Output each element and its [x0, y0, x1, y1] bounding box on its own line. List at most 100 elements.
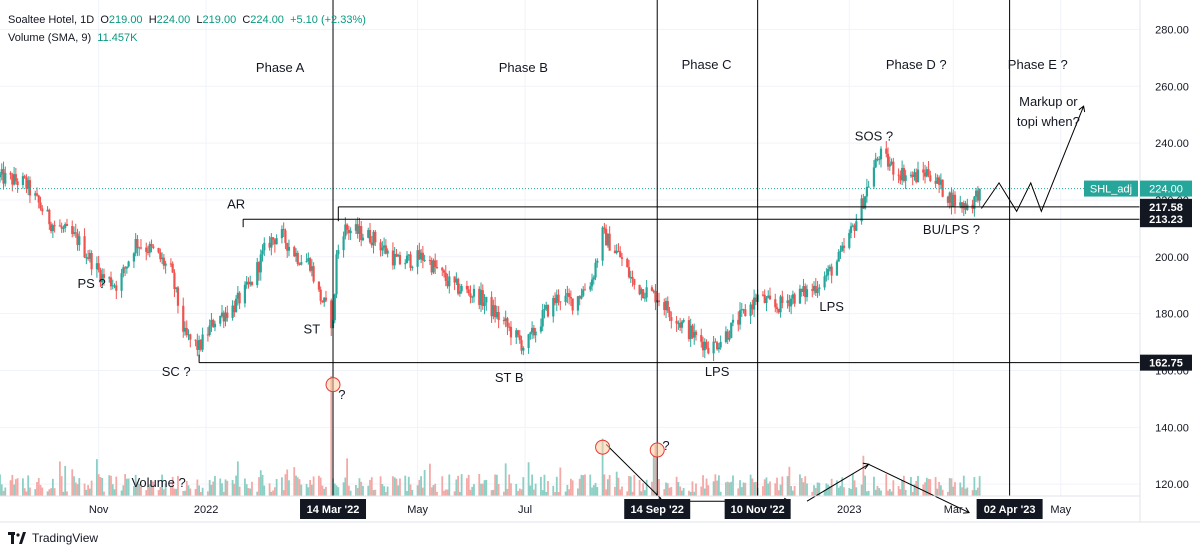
volume-bar [251, 481, 253, 496]
volume-bar [41, 487, 44, 496]
candle-body [296, 252, 299, 264]
volume-bar [566, 484, 569, 496]
candle-body [855, 221, 858, 231]
candle-body [434, 260, 437, 268]
volume-bar [975, 490, 978, 496]
volume-bar [29, 487, 31, 496]
candle-body [915, 172, 918, 183]
candle-body [83, 236, 86, 258]
volume-bar [680, 490, 683, 496]
candle-body [361, 237, 365, 241]
candle-body [442, 270, 446, 273]
volume-bar [284, 474, 287, 496]
candle-body [814, 285, 817, 293]
volume-bar [455, 479, 458, 496]
tradingview-logo-icon [8, 532, 26, 544]
candle-body [730, 322, 733, 338]
volume-bar [594, 482, 597, 496]
volume-bar [97, 474, 100, 496]
volume-bar [125, 478, 128, 496]
candle-body [90, 253, 93, 270]
candle-body [298, 263, 301, 265]
candle-body [642, 289, 645, 299]
chart-annotation: Phase C [682, 57, 732, 72]
candle-body [638, 284, 641, 295]
candle-body [157, 247, 160, 253]
candle-body [749, 304, 752, 316]
candle-body [243, 284, 247, 304]
volume-bar [591, 487, 593, 496]
candle-body [467, 289, 470, 294]
candle-body [936, 177, 939, 184]
candle-body [323, 297, 326, 303]
volume-bar [862, 455, 865, 496]
volume-bar [531, 474, 534, 496]
volume-bar [677, 481, 680, 496]
volume-bar [848, 488, 851, 496]
volume-bar [88, 488, 91, 496]
candle-body [74, 232, 77, 234]
volume-bar [837, 487, 840, 496]
volume-bar [446, 489, 449, 496]
volume-bar [582, 475, 585, 496]
candle-body [731, 319, 735, 323]
x-tick-label: 2023 [837, 504, 861, 516]
volume-bar [460, 474, 463, 496]
volume-bar [184, 490, 186, 496]
volume-bar [569, 478, 572, 496]
tradingview-branding[interactable]: TradingView [8, 527, 98, 549]
volume-bar [0, 484, 3, 496]
candle-body [418, 250, 421, 260]
volume-bar [605, 489, 608, 496]
candle-body [23, 176, 26, 178]
volume-bar [261, 474, 264, 496]
volume-bar [122, 485, 125, 496]
volume-bar [707, 485, 710, 496]
price-level-label-bg [1140, 354, 1192, 371]
candle-body [136, 238, 139, 249]
volume-bar [568, 489, 571, 496]
candle-body [839, 250, 842, 252]
candle-body [804, 286, 807, 298]
volume-bar [185, 480, 188, 496]
candle-body [816, 289, 819, 293]
candle-body [391, 250, 395, 266]
candle-body [976, 190, 979, 201]
volume-bar [244, 478, 246, 496]
volume-bar [614, 486, 616, 496]
volume-bar [601, 438, 604, 496]
volume-bar [776, 477, 778, 496]
volume-bar [37, 478, 40, 496]
volume-bar [344, 477, 347, 496]
candle-body [909, 174, 913, 176]
candle-body [309, 258, 312, 271]
candle-body [41, 208, 44, 212]
volume-bar [111, 484, 114, 496]
candle-body [960, 202, 964, 209]
volume-bar [448, 474, 451, 496]
volume-bar [962, 475, 965, 496]
symbol-label[interactable]: Soaltee Hotel, 1D [8, 14, 95, 26]
candle-body [358, 226, 361, 234]
volume-bar [910, 477, 912, 496]
volume-bar [506, 488, 509, 496]
volume-legend[interactable]: Volume (SMA, 9) 11.457K [8, 29, 366, 47]
chart-annotation: SC ? [162, 364, 191, 379]
volume-bar [268, 483, 271, 496]
volume-bar [554, 492, 556, 496]
candle-body [185, 327, 188, 335]
volume-bar [370, 477, 373, 496]
candle-body [608, 233, 611, 251]
candle-body [566, 293, 569, 296]
volume-bar [120, 490, 123, 496]
volume-bar [347, 485, 350, 496]
volume-bar [682, 488, 685, 496]
volume-bar [222, 491, 225, 496]
volume-bar [608, 475, 611, 496]
candle-body [194, 339, 197, 341]
y-tick-label: 260.00 [1155, 81, 1189, 93]
volume-bar [816, 482, 819, 496]
volume-bar [309, 479, 312, 496]
